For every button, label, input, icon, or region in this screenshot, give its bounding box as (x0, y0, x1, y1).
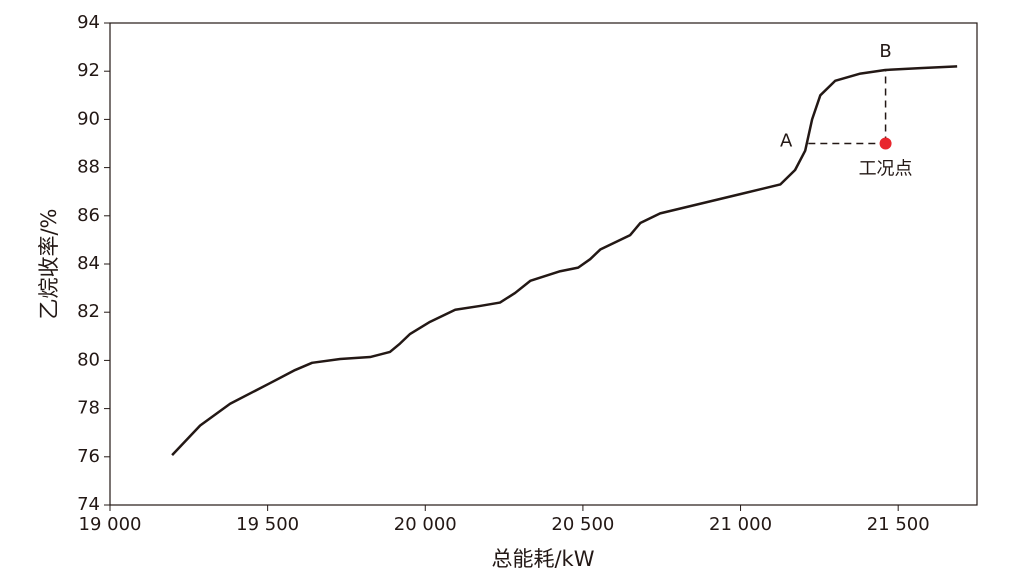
x-tick-label: 19 000 (79, 514, 142, 535)
y-tick-label: 90 (77, 108, 100, 129)
operating-point-label: 工况点 (859, 159, 913, 180)
operating-point (879, 137, 892, 150)
y-tick-label: 74 (77, 494, 100, 515)
plot-frame (109, 22, 978, 506)
y-axis-label: 乙烷收率/% (37, 208, 61, 319)
y-tick-label: 92 (77, 60, 100, 81)
y-tick-label: 78 (77, 398, 100, 419)
y-tick-label: 82 (77, 301, 100, 322)
x-tick-label: 20 000 (394, 514, 457, 535)
y-tick-label: 76 (77, 446, 100, 467)
x-tick-label: 21 500 (867, 514, 930, 535)
y-tick-label: 86 (77, 205, 100, 226)
data-line (171, 65, 958, 456)
x-tick-label: 20 500 (551, 514, 614, 535)
y-tick-label: 88 (77, 157, 100, 178)
x-axis-label: 总能耗/kW (491, 547, 594, 571)
x-tick-label: 19 500 (236, 514, 299, 535)
x-tick-label: 21 000 (709, 514, 772, 535)
y-tick-label: 84 (77, 253, 100, 274)
point-label: B (879, 41, 891, 62)
y-tick-label: 94 (77, 12, 100, 33)
y-tick-label: 80 (77, 349, 100, 370)
point-label: A (780, 131, 793, 152)
